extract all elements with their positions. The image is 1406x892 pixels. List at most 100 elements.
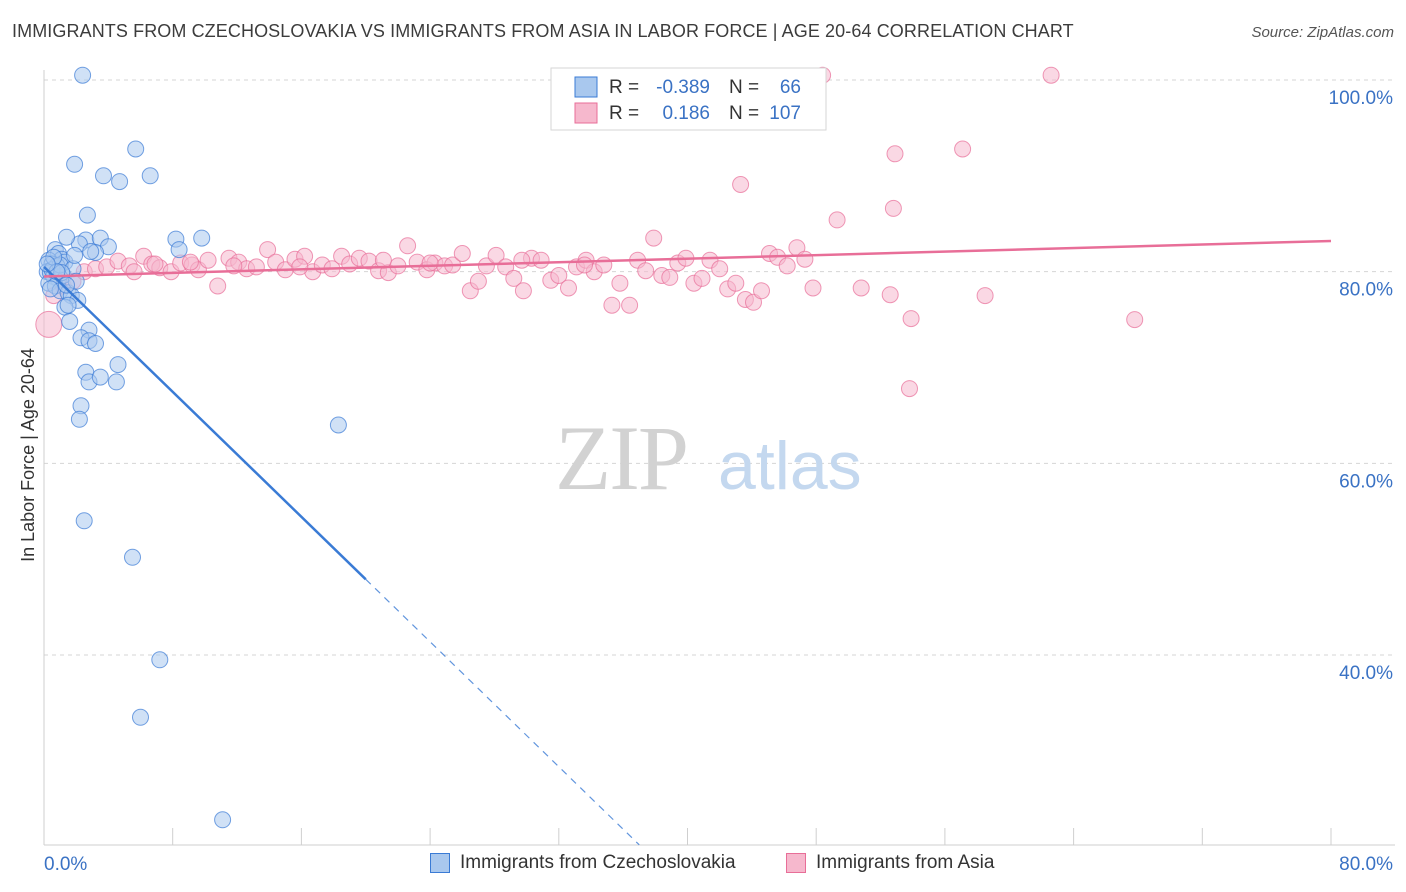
data-point-asia [576, 256, 593, 274]
data-point-asia [291, 258, 309, 276]
data-point-asia [453, 245, 471, 262]
legend-n-value: 107 [769, 103, 801, 124]
data-point-asia [852, 279, 870, 297]
data-point-asia [693, 269, 711, 287]
trend-line-czechoslovakia-extension [365, 578, 640, 846]
x-tick-label: 80.0% [1339, 854, 1393, 875]
watermark-atlas: atlas [718, 428, 862, 504]
data-point-asia [796, 250, 814, 268]
data-point-asia [711, 260, 729, 278]
data-point-czechoslovakia [41, 280, 59, 298]
y-tick-label: 60.0% [1339, 471, 1393, 492]
x-tick-labels: 0.0% 80.0% [44, 854, 1393, 875]
data-point-czechoslovakia [58, 228, 75, 246]
legend-swatch-pink [786, 853, 806, 873]
data-point-asia [645, 229, 663, 247]
data-point-asia [146, 255, 164, 273]
data-point-czechoslovakia [74, 66, 92, 84]
data-point-asia [828, 211, 846, 229]
data-point-czechoslovakia [75, 512, 93, 530]
data-point-asia [778, 257, 796, 275]
gridlines [44, 79, 1395, 656]
legend-swatch-pink [574, 102, 598, 124]
legend-box: R = -0.389 N = 66 R = 0.186 N = 107 [550, 67, 827, 131]
data-point-asia [505, 269, 523, 287]
data-point-czechoslovakia [78, 206, 96, 224]
legend-swatch-blue [574, 76, 598, 98]
data-point-czechoslovakia [91, 368, 109, 386]
data-point-asia [1126, 311, 1144, 329]
data-point-czechoslovakia [141, 167, 159, 185]
legend-swatch-blue [430, 853, 450, 873]
y-tick-label: 40.0% [1339, 663, 1393, 684]
data-point-czechoslovakia [82, 243, 100, 260]
data-point-asia [247, 258, 265, 276]
data-point-asia [477, 257, 495, 275]
data-point-czechoslovakia [38, 255, 56, 273]
data-point-asia [469, 272, 487, 290]
data-point-czechoslovakia [87, 335, 104, 352]
data-point-czechoslovakia [66, 246, 84, 264]
data-point-asia [421, 254, 439, 272]
legend-item-czechoslovakia[interactable]: Immigrants from Czechoslovakia [430, 852, 736, 874]
data-point-asia [804, 279, 822, 297]
data-point-asia [753, 282, 770, 300]
data-point-czechoslovakia [214, 811, 232, 829]
data-point-asia [902, 310, 920, 328]
watermark-zip: ZIP [555, 407, 687, 509]
legend-r-label: R = [609, 77, 639, 98]
legend-n-value: 66 [780, 77, 801, 98]
data-point-asia [209, 277, 227, 295]
data-point-czechoslovakia [59, 296, 77, 314]
y-tick-label: 80.0% [1339, 280, 1393, 301]
data-point-asia [35, 310, 63, 338]
chart-title: IMMIGRANTS FROM CZECHOSLOVAKIA VS IMMIGR… [12, 21, 1074, 41]
data-point-asia [125, 263, 143, 281]
y-axis-label: In Labor Force | Age 20-64 [18, 348, 38, 562]
data-point-czechoslovakia [151, 651, 169, 669]
legend-label: Immigrants from Czechoslovakia [460, 852, 736, 873]
y-tick-label: 100.0% [1329, 88, 1394, 109]
data-point-czechoslovakia [111, 173, 129, 191]
legend-item-asia[interactable]: Immigrants from Asia [786, 852, 994, 874]
data-point-czechoslovakia [109, 356, 127, 374]
data-point-czechoslovakia [170, 241, 188, 259]
y-tick-labels: 40.0% 60.0% 80.0% 100.0% [1329, 88, 1394, 684]
legend-r-value: -0.389 [656, 77, 710, 98]
data-point-asia [884, 199, 902, 217]
data-point-asia [595, 256, 613, 274]
data-point-asia [181, 253, 199, 271]
x-tick-label: 0.0% [44, 854, 87, 875]
legend-r-label: R = [609, 103, 639, 124]
data-point-asia [727, 274, 745, 292]
data-point-asia [732, 176, 750, 193]
data-point-asia [560, 279, 577, 297]
data-point-czechoslovakia [132, 708, 149, 726]
data-point-asia [901, 380, 918, 398]
axes [43, 70, 1395, 846]
trend-lines [43, 239, 1332, 846]
data-point-asia [259, 241, 277, 259]
data-point-czechoslovakia [95, 167, 112, 185]
data-point-asia [514, 282, 532, 300]
legend-n-label: N = [729, 77, 759, 98]
data-point-asia [399, 237, 417, 255]
data-point-asia [1042, 66, 1060, 84]
data-point-asia [661, 268, 679, 286]
data-point-asia [611, 274, 629, 292]
data-point-asia [621, 296, 639, 314]
data-point-asia [886, 145, 904, 163]
data-point-asia [550, 267, 568, 284]
data-point-asia [603, 296, 621, 314]
trend-line-asia [43, 239, 1332, 278]
data-point-asia [976, 287, 994, 305]
data-point-asia [199, 251, 217, 269]
watermark: ZIP atlas [555, 407, 862, 509]
data-point-czechoslovakia [124, 548, 141, 566]
legend-r-value: 0.186 [662, 103, 710, 124]
data-point-czechoslovakia [58, 276, 75, 294]
data-point-czechoslovakia [66, 155, 84, 173]
data-point-asia [881, 286, 899, 304]
legend-n-label: N = [729, 103, 759, 124]
